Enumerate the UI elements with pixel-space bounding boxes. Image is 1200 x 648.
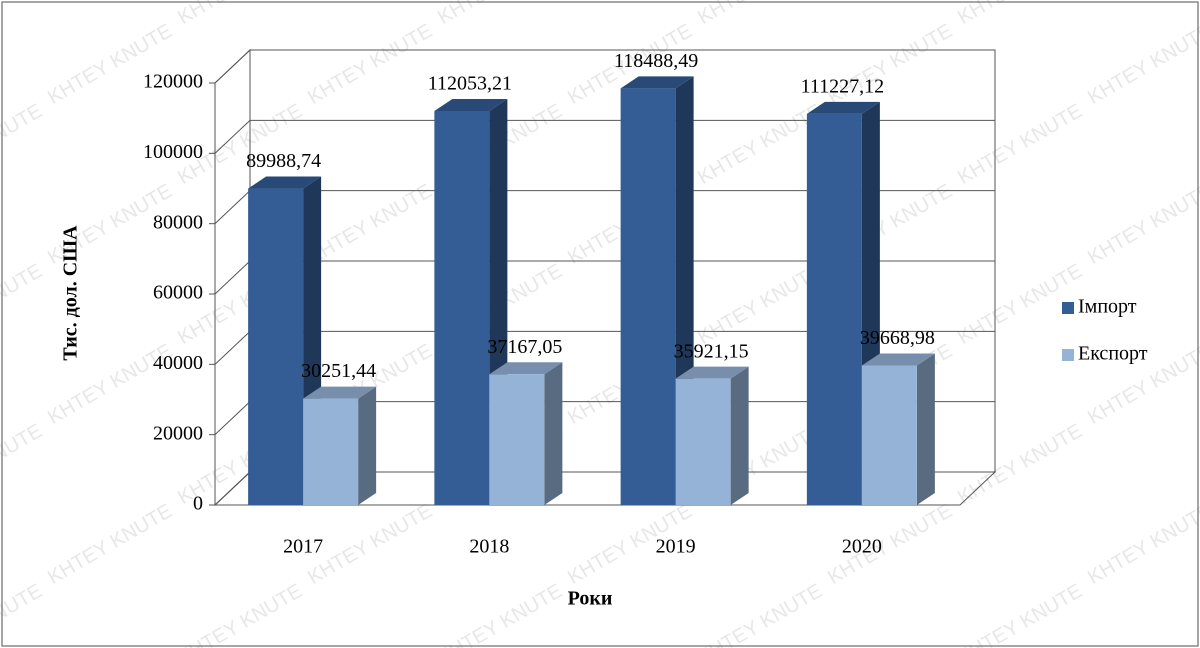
bar-front	[434, 110, 490, 505]
bar-top	[620, 76, 694, 89]
bar-top	[434, 98, 508, 111]
bar-front	[806, 113, 862, 506]
y-tick-label: 20000	[153, 422, 203, 444]
legend-swatch	[1062, 349, 1074, 361]
legend-swatch	[1062, 302, 1074, 314]
x-tick-label: 2020	[842, 536, 882, 558]
y-tick-label: 0	[193, 493, 203, 515]
bar-top	[675, 366, 749, 379]
bar-front	[861, 365, 917, 505]
bar-top	[806, 101, 880, 114]
x-tick-label: 2019	[656, 536, 696, 558]
bar	[489, 362, 563, 505]
bar	[303, 386, 377, 505]
data-label: 112053,21	[428, 73, 512, 95]
bar	[861, 353, 935, 505]
x-axis-title: Роки	[568, 588, 613, 610]
data-label: 111227,12	[801, 75, 885, 97]
y-tick-label: 60000	[153, 282, 203, 304]
x-tick-label: 2018	[469, 536, 509, 558]
data-label: 89988,74	[246, 150, 321, 172]
legend-label: Експорт	[1078, 343, 1148, 365]
y-tick-label: 40000	[153, 352, 203, 374]
bar-front	[620, 88, 676, 505]
grid-line	[214, 49, 251, 84]
bar-top	[303, 386, 377, 399]
bar-side	[544, 362, 563, 505]
grid-line	[214, 119, 251, 154]
grid-line	[214, 471, 251, 506]
bar-front	[675, 378, 731, 505]
plot-area: 0 20000 40000 60000 80000 100000 120000 2017 899…	[143, 48, 997, 558]
bar	[806, 101, 880, 506]
grid-line	[214, 260, 251, 295]
legend-label: Імпорт	[1078, 296, 1137, 318]
bar-top	[248, 176, 322, 189]
data-label: 30251,44	[301, 360, 376, 382]
y-tick-label: 100000	[143, 141, 203, 163]
data-label: 37167,05	[487, 336, 562, 358]
y-tick-label: 120000	[143, 71, 203, 93]
bar-side	[358, 386, 377, 505]
bar-front	[489, 374, 545, 505]
bar-side	[916, 353, 935, 505]
grid-line	[214, 190, 251, 225]
bar-top	[861, 353, 935, 366]
y-axis-title: Тис. дол. США	[60, 225, 82, 361]
data-label: 35921,15	[674, 340, 749, 362]
bar-front	[248, 188, 304, 505]
bar	[675, 366, 749, 505]
bar-side	[730, 366, 749, 505]
grid-line	[214, 330, 251, 365]
bar-front	[303, 398, 359, 505]
x-tick-label: 2017	[283, 536, 323, 558]
grid-line	[214, 401, 251, 436]
data-label: 39668,98	[860, 327, 935, 349]
bar-top	[489, 362, 563, 375]
y-tick-label: 80000	[153, 211, 203, 233]
data-label: 118488,49	[614, 50, 698, 72]
